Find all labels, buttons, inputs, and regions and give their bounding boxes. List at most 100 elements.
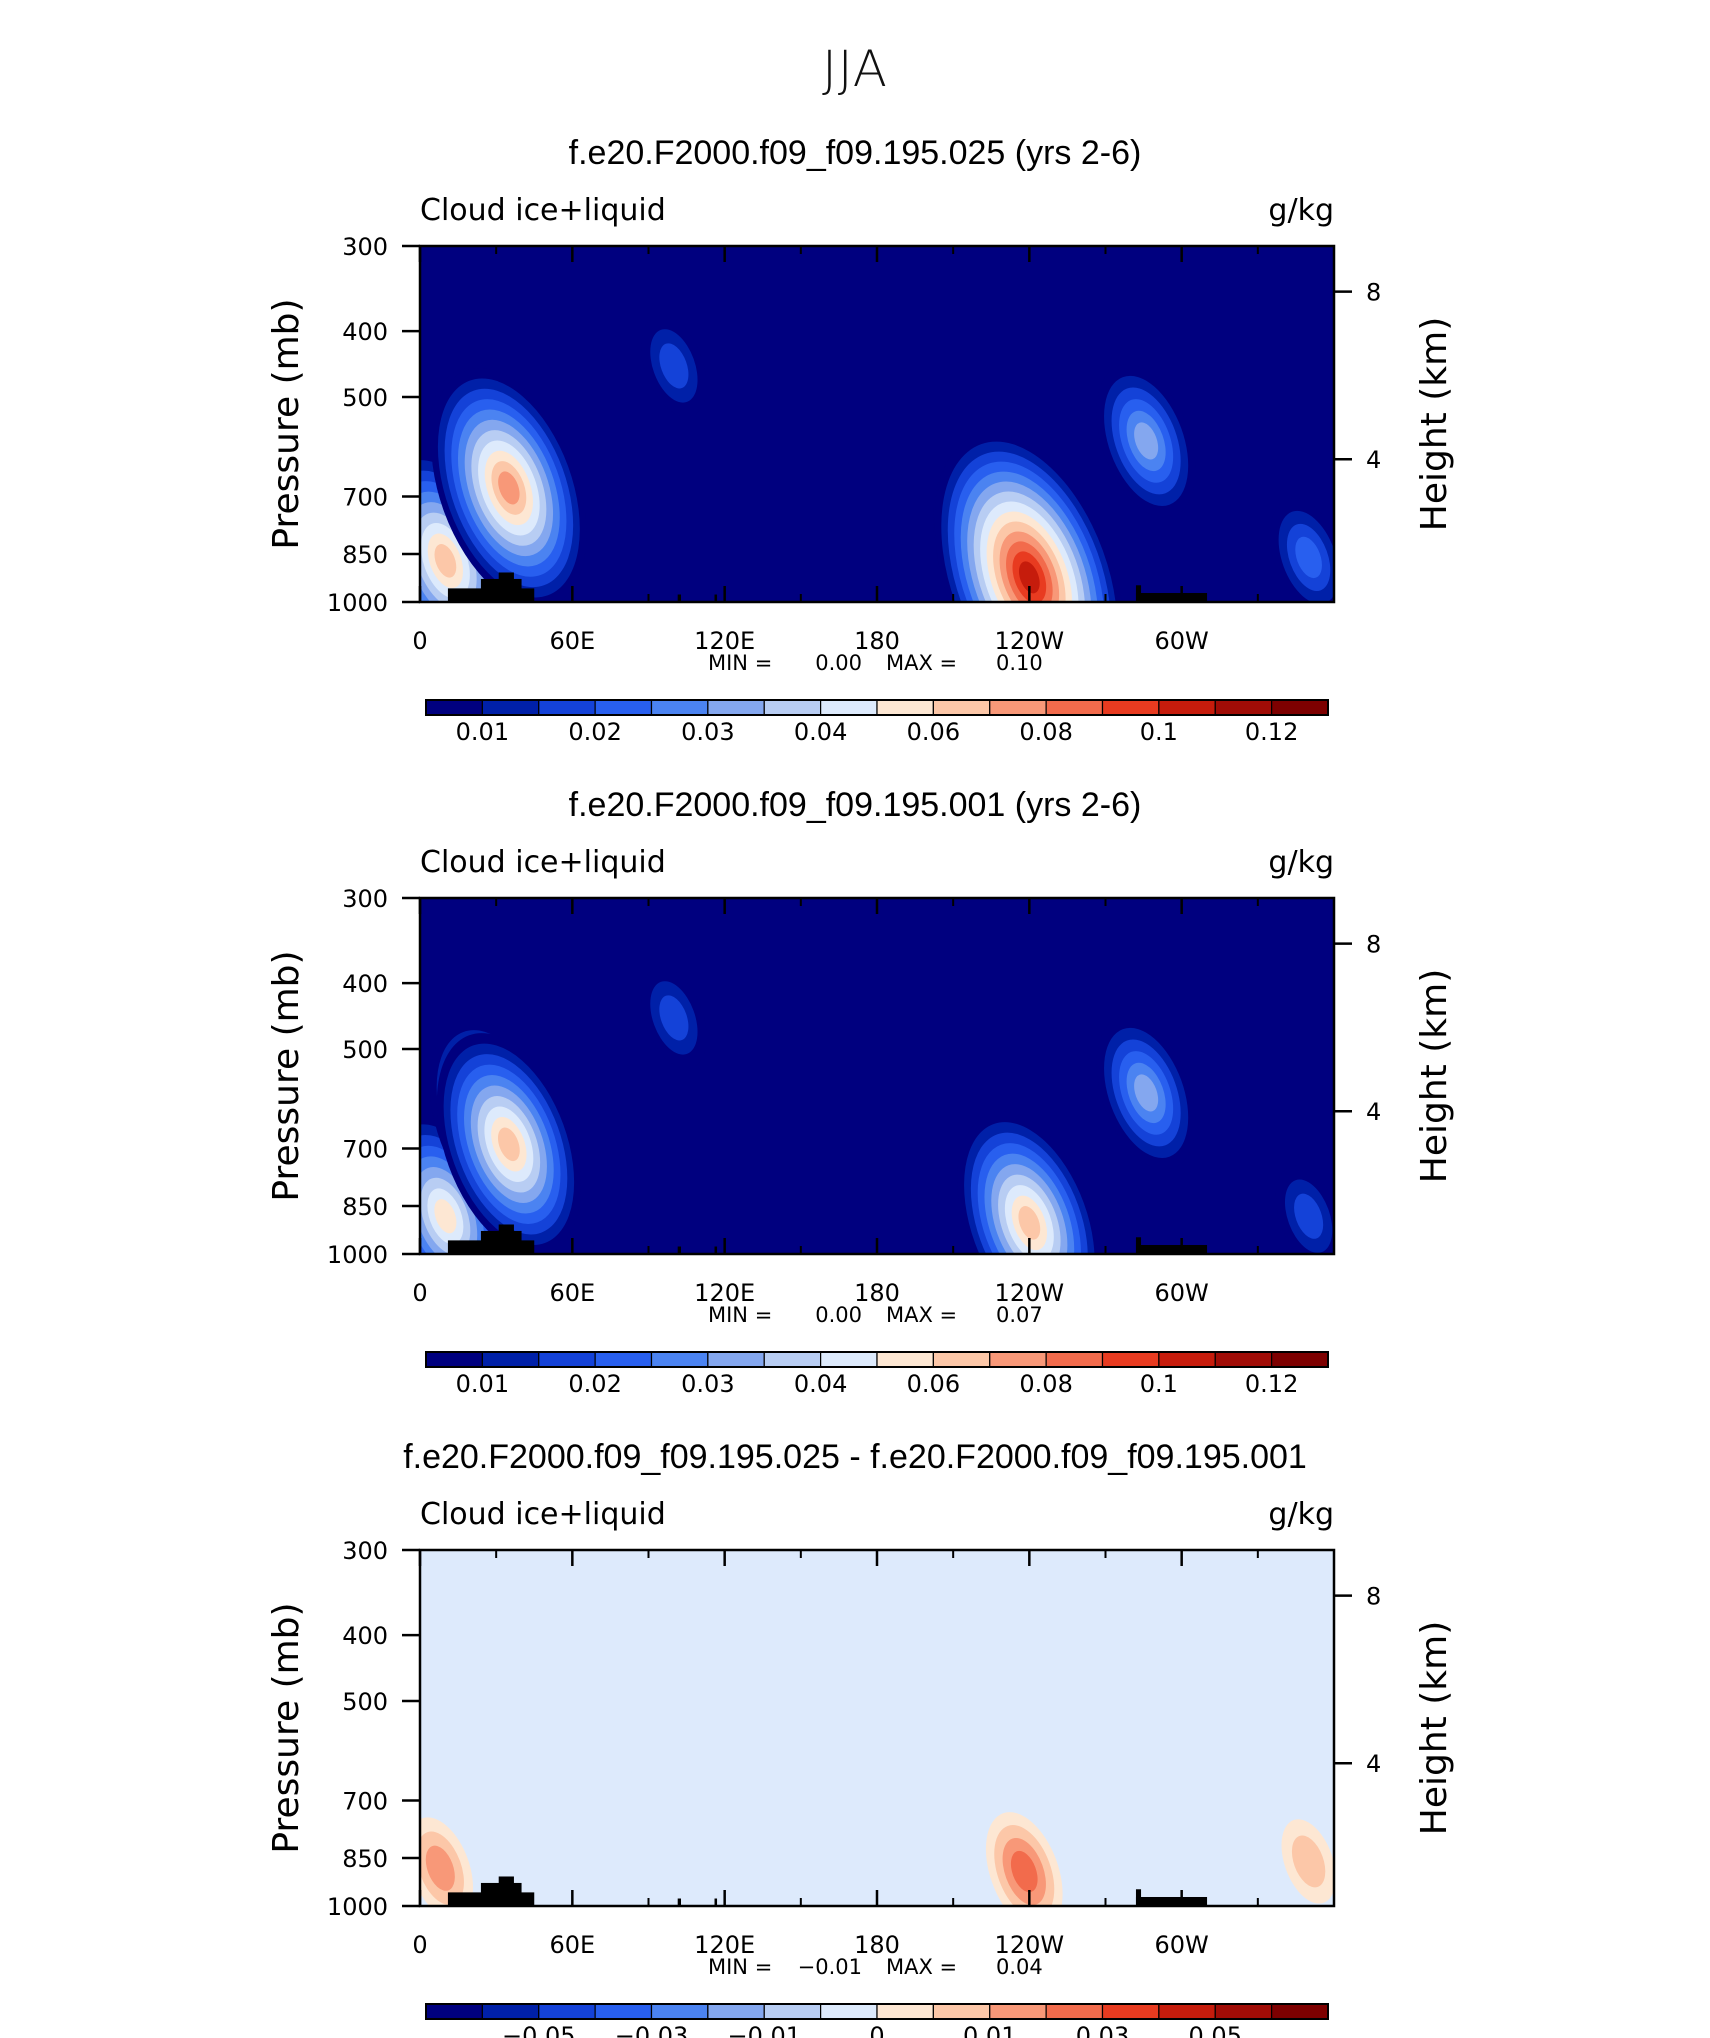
contour-field: [420, 1667, 1334, 1906]
contour-band: [588, 1721, 632, 1789]
colorbar-label: −0.05: [502, 2022, 576, 2038]
contour-band: [1018, 1206, 1041, 1240]
topography-block: [714, 594, 718, 602]
variable-label: Cloud ice+liquid: [420, 193, 666, 228]
y-right-axis-label: Height (km): [1414, 1621, 1455, 1835]
colorbar-label: 0.03: [681, 1370, 734, 1398]
topography-block: [498, 572, 514, 602]
stats-max-label: MAX =: [886, 1955, 957, 1979]
colorbar-swatch: [707, 699, 765, 716]
y-tick-label: 500: [342, 384, 388, 412]
variable-label: Cloud ice+liquid: [420, 845, 666, 880]
colorbar-swatch: [763, 699, 822, 716]
colorbar-swatch: [876, 699, 934, 716]
y-tick-label: 1000: [327, 1893, 388, 1921]
colorbar-label: 0.1: [1140, 1370, 1178, 1398]
colorbar-swatch: [481, 2003, 540, 2020]
colorbar-swatch: [481, 699, 540, 716]
topography: [447, 572, 1208, 602]
contour-band: [1018, 561, 1040, 594]
y-tick-label: 300: [342, 233, 388, 261]
y-tick-label: 500: [342, 1036, 388, 1064]
y-tick-label: 850: [342, 541, 388, 569]
topography-block: [677, 594, 681, 602]
y-right-tick-label: 8: [1366, 279, 1381, 307]
x-tick-label: 60E: [549, 1931, 595, 1959]
topography-block: [1135, 1244, 1208, 1254]
y-tick-label: 700: [342, 1136, 388, 1164]
field-feature: [1275, 1165, 1334, 1254]
colorbar-swatch: [989, 699, 1047, 716]
colorbar-swatch: [594, 1351, 653, 1368]
field-feature: [588, 1721, 632, 1789]
y-tick-label: 1000: [327, 589, 388, 617]
y-axis-label: Pressure (mb): [266, 1602, 307, 1853]
colorbar-swatch: [1214, 699, 1273, 716]
x-tick-label: 180: [854, 1279, 900, 1307]
colorbar-swatch: [1158, 2003, 1216, 2020]
topography: [447, 1224, 1208, 1254]
x-tick-label: 60E: [549, 627, 595, 655]
colorbar-label: 0: [869, 2022, 884, 2038]
x-tick-label: 120W: [995, 627, 1065, 655]
stats-min-value: 0.00: [815, 651, 862, 675]
colorbar-swatch: [481, 1351, 540, 1368]
x-tick-label: 180: [854, 627, 900, 655]
panel-1: 0 60E 120E 180 120W 60W 300 400 500 700 850 1000 8 4 P…: [266, 134, 1455, 746]
contour-band: [498, 471, 520, 505]
x-tick-label: 120E: [694, 627, 755, 655]
y-right-tick-label: 8: [1366, 1583, 1381, 1611]
x-tick-label: 120E: [694, 1931, 755, 1959]
panel-2: 0 60E 120E 180 120W 60W 300 400 500 700 850 1000 8 4 P…: [266, 786, 1455, 1398]
colorbar-label: −0.01: [727, 2022, 801, 2038]
x-tick-label: 120W: [995, 1931, 1065, 1959]
colorbar-swatch: [1214, 2003, 1273, 2020]
field-feature: [641, 967, 707, 1069]
colorbar: 0.01 0.02 0.03 0.04 0.06 0.08 0.1 0.12: [425, 699, 1329, 746]
units-label: g/kg: [1268, 845, 1334, 880]
topography-block: [498, 1224, 514, 1254]
contour-band: [425, 1845, 455, 1891]
stats-max-value: 0.10: [996, 651, 1043, 675]
y-tick-label: 850: [342, 1845, 388, 1873]
colorbar-swatch: [650, 1351, 709, 1368]
contour-band: [1010, 1850, 1038, 1893]
stats-min-label: MIN =: [708, 651, 772, 675]
colorbar-swatch: [1101, 2003, 1160, 2020]
topography-block: [677, 1246, 681, 1254]
contour-band: [1295, 536, 1322, 579]
colorbar-label: 0.06: [907, 1370, 960, 1398]
colorbar-label: 0.03: [681, 718, 734, 746]
colorbar-swatch: [932, 1351, 991, 1368]
colorbar-swatch: [1271, 2003, 1329, 2020]
contour-band: [1291, 1835, 1326, 1888]
contour-band: [1134, 422, 1159, 460]
topography-block: [1135, 585, 1142, 602]
colorbar-swatch: [538, 699, 596, 716]
x-tick-label: 0: [412, 1279, 427, 1307]
stats-min-label: MIN =: [708, 1955, 772, 1979]
contour-band: [497, 1127, 520, 1162]
colorbar-label: 0.01: [456, 1370, 509, 1398]
contour-band: [1134, 1074, 1159, 1112]
topography: [447, 1876, 1208, 1906]
y-tick-label: 400: [342, 1622, 388, 1650]
colorbar-swatch: [538, 1351, 596, 1368]
colorbar-swatch: [1045, 1351, 1104, 1368]
colorbar-swatch: [1271, 1351, 1329, 1368]
stats-min-value: 0.00: [815, 1303, 862, 1327]
x-tick-label: 60W: [1155, 1931, 1209, 1959]
stats-max-label: MAX =: [886, 651, 957, 675]
x-tick-label: 60E: [549, 1279, 595, 1307]
colorbar-swatch: [989, 2003, 1047, 2020]
stats-max-value: 0.07: [996, 1303, 1043, 1327]
field-feature: [1096, 364, 1196, 518]
colorbar-label: 0.12: [1245, 718, 1298, 746]
x-tick-label: 180: [854, 1931, 900, 1959]
colorbar-swatch: [932, 699, 991, 716]
contour-band: [434, 1199, 457, 1234]
contour-band: [1294, 1193, 1324, 1239]
y-tick-label: 400: [342, 318, 388, 346]
y-tick-label: 700: [342, 484, 388, 512]
